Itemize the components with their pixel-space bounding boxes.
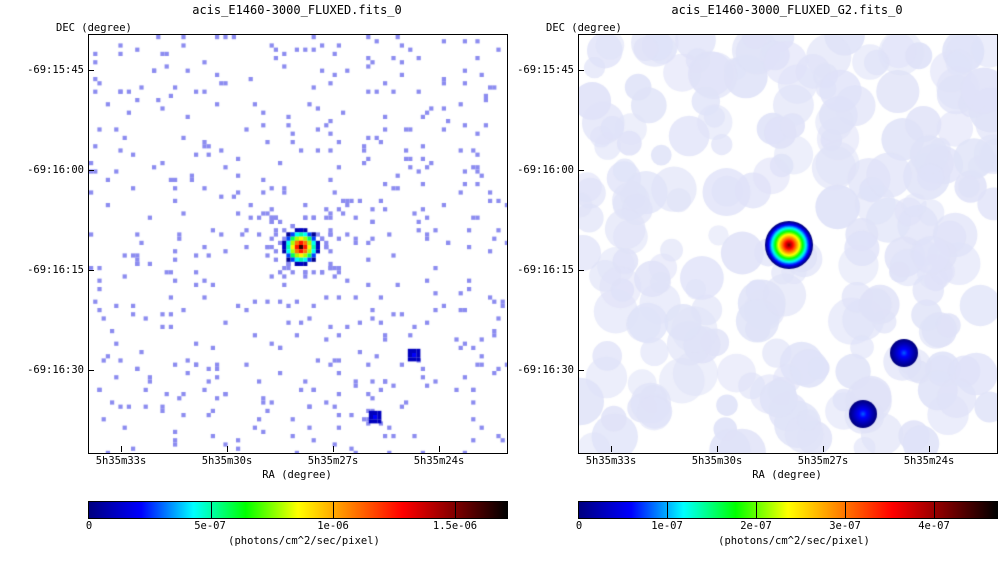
colorbar-tick-right-3: 3e-07 xyxy=(829,520,861,532)
ra-axis-label-right: RA (degree) xyxy=(752,469,822,481)
dec-tick-label-left-2: -69:16:15 xyxy=(27,264,84,276)
smoothed-flux-image[interactable] xyxy=(579,35,997,453)
ra-tick-right-3 xyxy=(929,446,930,452)
colorbar-divider xyxy=(756,502,757,518)
ra-tick-left-1 xyxy=(227,446,228,452)
ra-tick-right-0 xyxy=(611,446,612,452)
colorbar-divider xyxy=(455,502,456,518)
dec-tick-left-1 xyxy=(88,170,94,171)
ra-axis-label-left: RA (degree) xyxy=(262,469,332,481)
ra-tick-label-right-3: 5h35m24s xyxy=(903,455,955,467)
dec-tick-label-left-3: -69:16:30 xyxy=(27,364,84,376)
dec-tick-right-0 xyxy=(578,70,584,71)
colorbar-tick-left-0: 0 xyxy=(85,520,93,532)
colorbar-tick-left-3: 1.5e-06 xyxy=(432,520,478,532)
dec-tick-right-1 xyxy=(578,170,584,171)
dec-axis-label-left: DEC (degree) xyxy=(56,22,132,34)
ra-tick-label-left-3: 5h35m24s xyxy=(413,455,465,467)
colorbar-tick-right-2: 2e-07 xyxy=(740,520,772,532)
ra-tick-left-3 xyxy=(439,446,440,452)
colorbar-tick-left-2: 1e-06 xyxy=(317,520,349,532)
panel-title-left: acis_E1460-3000_FLUXED.fits_0 xyxy=(192,3,402,17)
colorbar-tick-left-1: 5e-07 xyxy=(194,520,226,532)
ra-tick-label-left-2: 5h35m27s xyxy=(307,455,359,467)
dec-axis-label-right: DEC (degree) xyxy=(546,22,622,34)
colorbar-tick-right-1: 1e-07 xyxy=(651,520,683,532)
ra-tick-right-2 xyxy=(823,446,824,452)
dec-tick-right-2 xyxy=(578,270,584,271)
colorbar-label-right: (photons/cm^2/sec/pixel) xyxy=(718,535,870,547)
ra-tick-label-right-0: 5h35m33s xyxy=(585,455,637,467)
dec-tick-left-2 xyxy=(88,270,94,271)
dec-tick-right-3 xyxy=(578,370,584,371)
dec-tick-left-3 xyxy=(88,370,94,371)
colorbar-label-left: (photons/cm^2/sec/pixel) xyxy=(228,535,380,547)
dec-tick-label-right-2: -69:16:15 xyxy=(517,264,574,276)
ra-tick-label-left-1: 5h35m30s xyxy=(201,455,253,467)
colorbar-divider xyxy=(333,502,334,518)
colorbar-divider xyxy=(934,502,935,518)
image-canvas-right[interactable] xyxy=(578,34,998,454)
image-canvas-left[interactable] xyxy=(88,34,508,454)
colorbar-left xyxy=(88,501,508,519)
ra-tick-label-right-2: 5h35m27s xyxy=(797,455,849,467)
raw-flux-image[interactable] xyxy=(89,35,507,453)
dec-tick-left-0 xyxy=(88,70,94,71)
panel-title-right: acis_E1460-3000_FLUXED_G2.fits_0 xyxy=(671,3,903,17)
colorbar-tick-right-0: 0 xyxy=(575,520,583,532)
colorbar-right xyxy=(578,501,998,519)
colorbar-divider xyxy=(845,502,846,518)
colorbar-tick-right-4: 4e-07 xyxy=(918,520,950,532)
ra-tick-label-left-0: 5h35m33s xyxy=(95,455,147,467)
ra-tick-left-0 xyxy=(121,446,122,452)
ra-tick-label-right-1: 5h35m30s xyxy=(691,455,743,467)
dec-tick-label-left-1: -69:16:00 xyxy=(27,164,84,176)
colorbar-divider xyxy=(667,502,668,518)
colorbar-divider xyxy=(211,502,212,518)
dec-tick-label-right-1: -69:16:00 xyxy=(517,164,574,176)
dec-tick-label-left-0: -69:15:45 xyxy=(27,64,84,76)
dec-tick-label-right-3: -69:16:30 xyxy=(517,364,574,376)
ra-tick-left-2 xyxy=(333,446,334,452)
dec-tick-label-right-0: -69:15:45 xyxy=(517,64,574,76)
ra-tick-right-1 xyxy=(717,446,718,452)
